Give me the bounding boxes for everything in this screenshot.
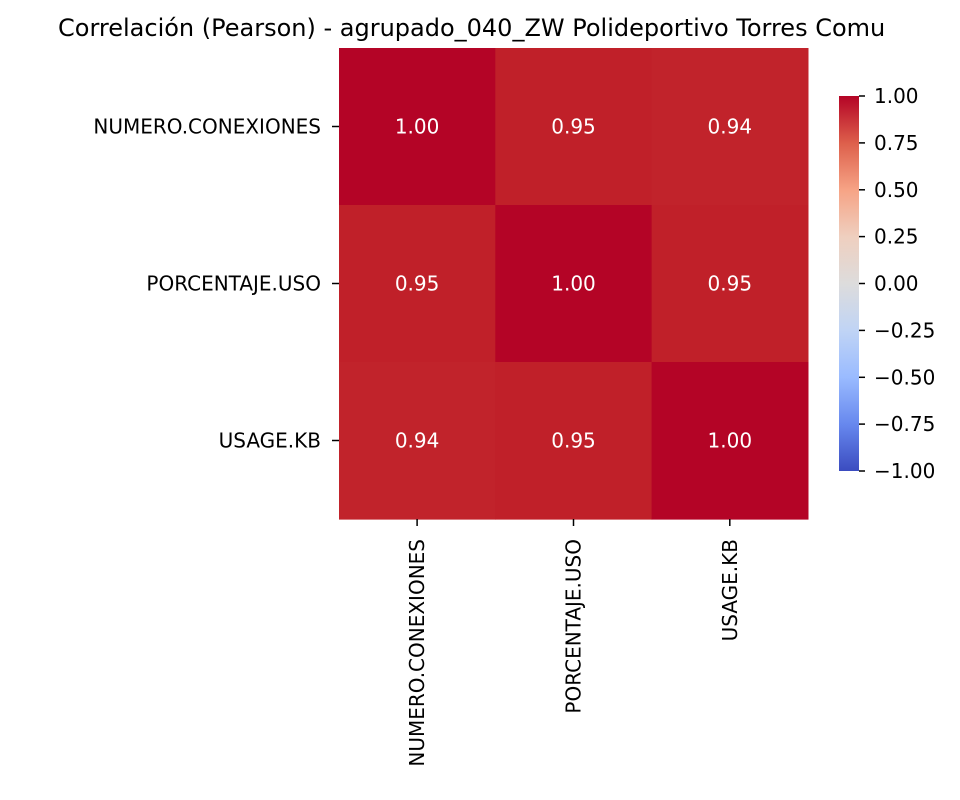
y-tick-label: PORCENTAJE.USO — [146, 272, 321, 296]
colorbar-tick-label: 0.50 — [874, 178, 919, 202]
heatmap-cell — [495, 362, 653, 520]
heatmap-cell-label: 0.94 — [395, 429, 440, 453]
chart-title: Correlación (Pearson) - agrupado_040_ZW … — [58, 14, 885, 42]
colorbar — [839, 96, 859, 471]
heatmap-cell-label: 1.00 — [395, 115, 440, 139]
heatmap-cell-label: 1.00 — [551, 272, 596, 296]
heatmap-cell-annotations: 1.00 0.95 0.94 0.95 1.00 0.95 0.94 0.95 1.00 — [395, 115, 752, 453]
colorbar-tick-label: 0.75 — [874, 131, 919, 155]
heatmap-cell-label: 0.94 — [708, 115, 753, 139]
heatmap-cell — [495, 48, 653, 206]
heatmap-cell — [651, 48, 809, 206]
x-tick-label: USAGE.KB — [718, 539, 742, 641]
colorbar-tick-label: 0.25 — [874, 225, 919, 249]
heatmap-cell — [339, 48, 496, 206]
heatmap-cell — [651, 205, 809, 363]
y-tick-label: NUMERO.CONEXIONES — [93, 115, 321, 139]
y-axis: NUMERO.CONEXIONES PORCENTAJE.USO USAGE.KB — [93, 115, 339, 453]
colorbar-tick-label: −1.00 — [874, 459, 935, 483]
x-axis: NUMERO.CONEXIONES PORCENTAJE.USO USAGE.KB — [405, 519, 742, 767]
heatmap-cells — [339, 48, 809, 520]
x-tick-label: PORCENTAJE.USO — [562, 539, 586, 714]
colorbar-tick-label: −0.25 — [874, 318, 935, 342]
heatmap-cell-label: 0.95 — [551, 115, 596, 139]
y-tick-label: USAGE.KB — [219, 429, 321, 453]
heatmap-cell — [339, 362, 496, 520]
heatmap-cell-label: 0.95 — [551, 429, 596, 453]
heatmap-cell-label: 0.95 — [395, 272, 440, 296]
colorbar-tick-label: 0.00 — [874, 272, 919, 296]
heatmap-cell — [651, 362, 809, 520]
colorbar-tick-label: −0.75 — [874, 412, 935, 436]
colorbar-ticks: 1.00 0.75 0.50 0.25 0.00 −0.25 −0.50 −0.75 −1.00 — [859, 84, 935, 483]
heatmap-cell-label: 0.95 — [708, 272, 753, 296]
colorbar-tick-label: 1.00 — [874, 84, 919, 108]
heatmap-cell-label: 1.00 — [708, 429, 753, 453]
colorbar-gradient — [839, 96, 859, 471]
x-tick-label: NUMERO.CONEXIONES — [405, 539, 429, 767]
colorbar-tick-label: −0.50 — [874, 365, 935, 389]
heatmap-cell — [339, 205, 496, 363]
heatmap-cell — [495, 205, 653, 363]
